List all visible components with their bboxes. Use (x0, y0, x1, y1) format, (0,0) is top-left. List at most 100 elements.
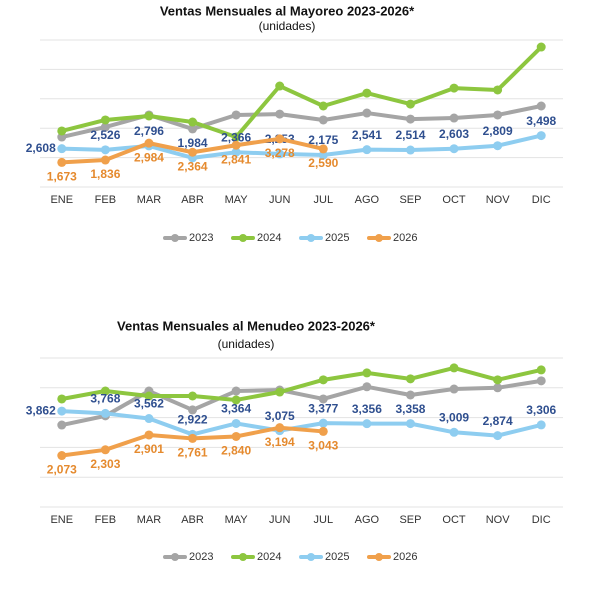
point (318, 375, 328, 385)
point (188, 405, 198, 415)
chart-title: Ventas Mensuales al Mayoreo 2023-2026* (160, 3, 415, 18)
point (275, 109, 285, 119)
series-line (61, 409, 542, 438)
x-tick-label: NOV (486, 514, 511, 526)
series-line (61, 45, 543, 140)
point (100, 408, 110, 418)
legend-marker (239, 553, 247, 561)
point (100, 122, 110, 132)
point (362, 419, 372, 429)
point (536, 365, 546, 375)
legend-marker (375, 234, 383, 242)
data-label: 2,874 (483, 414, 513, 428)
legend-marker (307, 553, 315, 561)
point (449, 427, 459, 437)
point (275, 423, 285, 433)
point (57, 126, 67, 136)
point (362, 382, 372, 392)
point (231, 147, 241, 157)
x-tick-label: OCT (442, 514, 466, 526)
data-label: 2,841 (221, 152, 251, 166)
x-tick-label: JUN (269, 194, 290, 206)
point (188, 433, 198, 443)
data-label: 1,673 (47, 170, 77, 184)
data-label: 2,796 (134, 124, 164, 138)
legend-label: 2023 (189, 232, 213, 244)
point (144, 430, 154, 440)
x-tick-label: DIC (532, 194, 551, 206)
point (449, 384, 459, 394)
point (275, 149, 285, 159)
point (231, 431, 241, 441)
point (318, 101, 328, 111)
point (405, 99, 415, 109)
legend-marker (171, 234, 179, 242)
point (318, 426, 328, 436)
data-label: 2,761 (178, 446, 208, 460)
point (493, 375, 503, 385)
data-label: 2,541 (352, 128, 382, 142)
point (493, 110, 503, 120)
chart-subtitle: (unidades) (259, 19, 316, 33)
point (144, 111, 154, 121)
data-label: 3,009 (439, 410, 469, 424)
chart-title: Ventas Mensuales al Menudeo 2023-2026* (117, 318, 376, 333)
data-label: 3,194 (265, 435, 295, 449)
data-label: 2,364 (178, 159, 208, 173)
data-label: 3,862 (26, 403, 56, 417)
point (362, 145, 372, 155)
x-tick-label: SEP (399, 194, 421, 206)
point (405, 390, 415, 400)
x-tick-label: FEB (95, 514, 116, 526)
data-label: 1,984 (178, 136, 208, 150)
legend-label: 2026 (393, 551, 417, 563)
data-label: 1,836 (90, 167, 120, 181)
legend-marker (375, 553, 383, 561)
point (275, 134, 285, 144)
x-tick-label: MAR (137, 194, 162, 206)
legend-marker (171, 553, 179, 561)
point (231, 418, 241, 428)
x-tick-label: AGO (355, 514, 380, 526)
point (188, 117, 198, 127)
point (275, 387, 285, 397)
point (100, 386, 110, 396)
legend-label: 2023 (189, 551, 213, 563)
data-label: 2,901 (134, 442, 164, 456)
legend-marker (307, 234, 315, 242)
point (536, 101, 546, 111)
point (57, 406, 67, 416)
data-label: 2,526 (90, 128, 120, 142)
data-label: 3,364 (221, 402, 251, 416)
x-tick-label: JUL (314, 194, 334, 206)
point (57, 451, 67, 461)
point (57, 144, 67, 154)
data-label: 2,840 (221, 444, 251, 458)
point (449, 144, 459, 154)
point (100, 155, 110, 165)
point (493, 141, 503, 151)
point (144, 391, 154, 401)
point (188, 391, 198, 401)
x-tick-label: JUL (314, 514, 334, 526)
point (318, 418, 328, 428)
data-label: 3,358 (395, 402, 425, 416)
data-label: 2,809 (483, 124, 513, 138)
point (318, 144, 328, 154)
data-label: 2,608 (26, 141, 56, 155)
x-tick-label: SEP (399, 514, 421, 526)
point (362, 88, 372, 98)
point (362, 368, 372, 378)
data-label: 3,377 (308, 401, 338, 415)
data-label: 2,984 (134, 150, 164, 164)
point (275, 81, 285, 91)
point (536, 420, 546, 430)
data-label: 2,073 (47, 463, 77, 477)
data-label: 3,562 (134, 397, 164, 411)
x-tick-label: ABR (181, 194, 204, 206)
point (536, 42, 546, 52)
data-label: 3,498 (526, 114, 556, 128)
point (100, 115, 110, 125)
data-label: 3,278 (265, 146, 295, 160)
